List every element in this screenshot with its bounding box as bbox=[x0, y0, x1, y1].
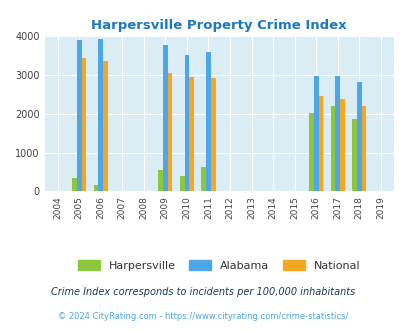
Bar bbox=[184, 55, 189, 191]
Bar bbox=[210, 78, 215, 191]
Bar bbox=[167, 73, 172, 191]
Bar bbox=[308, 113, 313, 191]
Title: Harpersville Property Crime Index: Harpersville Property Crime Index bbox=[91, 19, 346, 32]
Bar bbox=[94, 185, 98, 191]
Text: © 2024 CityRating.com - https://www.cityrating.com/crime-statistics/: © 2024 CityRating.com - https://www.city… bbox=[58, 312, 347, 321]
Bar bbox=[352, 119, 356, 191]
Bar bbox=[339, 99, 344, 191]
Bar bbox=[77, 40, 81, 191]
Bar bbox=[158, 170, 162, 191]
Bar bbox=[330, 107, 335, 191]
Bar bbox=[72, 178, 77, 191]
Text: Crime Index corresponds to incidents per 100,000 inhabitants: Crime Index corresponds to incidents per… bbox=[51, 287, 354, 297]
Bar bbox=[313, 76, 318, 191]
Bar bbox=[189, 77, 194, 191]
Bar bbox=[103, 61, 108, 191]
Bar bbox=[179, 176, 184, 191]
Legend: Harpersville, Alabama, National: Harpersville, Alabama, National bbox=[73, 256, 364, 276]
Bar bbox=[98, 39, 103, 191]
Bar bbox=[356, 82, 361, 191]
Bar bbox=[81, 58, 86, 191]
Bar bbox=[318, 96, 322, 191]
Bar bbox=[201, 167, 206, 191]
Bar bbox=[206, 52, 210, 191]
Bar bbox=[162, 45, 167, 191]
Bar bbox=[335, 76, 339, 191]
Bar bbox=[361, 107, 366, 191]
